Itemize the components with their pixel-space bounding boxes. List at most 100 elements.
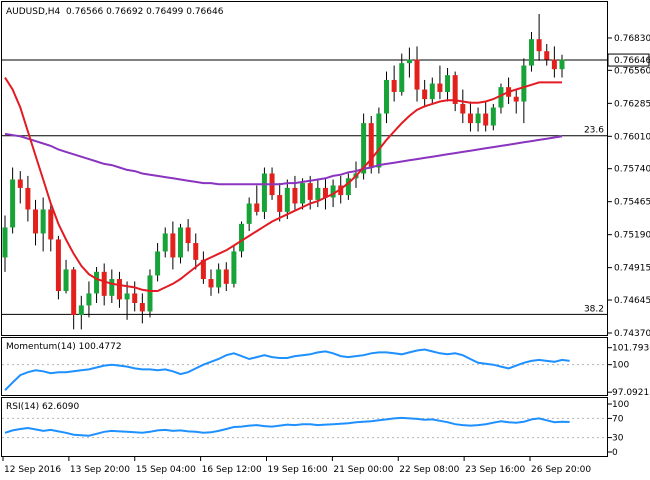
chart-symbol: AUDUSD,H4 <box>6 7 61 17</box>
time-axis-label-1: 13 Sep 20:00 <box>70 465 130 475</box>
x-axis: 12 Sep 2016 13 Sep 20:00 15 Sep 04:00 16 Se… <box>2 456 591 475</box>
candle-bear[interactable] <box>368 123 374 168</box>
candle-bear[interactable] <box>185 227 191 244</box>
momentum-line <box>4 348 570 391</box>
candle-bear[interactable] <box>437 83 443 92</box>
candle-bear[interactable] <box>414 59 420 90</box>
candle-bear[interactable] <box>391 79 397 92</box>
candle-bear[interactable] <box>467 113 473 124</box>
rsi-label: RSI(14) 62.6090 <box>6 402 79 412</box>
candle-bull[interactable] <box>94 271 100 294</box>
candle-bear[interactable] <box>101 271 107 296</box>
candle-bull[interactable] <box>521 65 527 102</box>
current-price-label: 0.76646 <box>614 56 650 66</box>
candle-bull[interactable] <box>315 187 321 200</box>
candle-bull[interactable] <box>376 113 382 168</box>
price-axis-label-8: 0.74645 <box>614 296 650 306</box>
time-axis-label-7: 23 Sep 16:00 <box>465 465 525 475</box>
candle-bull[interactable] <box>86 293 92 306</box>
candle-bull[interactable] <box>406 59 412 64</box>
candle-bear[interactable] <box>132 293 138 304</box>
candle-bull[interactable] <box>284 187 290 212</box>
candle-bull[interactable] <box>429 83 435 100</box>
candle-bear[interactable] <box>223 269 229 284</box>
candle-bear[interactable] <box>338 185 344 196</box>
price-axis-label-7: 0.74915 <box>614 264 650 274</box>
candle-bear[interactable] <box>170 233 176 258</box>
rsi-panel[interactable]: 100 70 30 0 <box>2 400 629 458</box>
rsi-axis-label-0: 100 <box>612 400 629 410</box>
candle-bull[interactable] <box>361 123 367 174</box>
rsi-axis-label-1: 70 <box>612 414 624 424</box>
candle-bear[interactable] <box>536 39 542 52</box>
momentum-axis-label-2: 97.0921 <box>612 388 649 398</box>
time-axis-label-4: 19 Sep 16:00 <box>268 465 328 475</box>
candle-bear[interactable] <box>33 209 39 234</box>
candle-bull[interactable] <box>2 227 8 258</box>
current-price-tag <box>607 53 650 67</box>
sma-slow-line <box>4 132 563 186</box>
candle-bull[interactable] <box>246 203 252 224</box>
candle-bear[interactable] <box>17 179 23 188</box>
time-axis-label-8: 26 Sep 20:00 <box>531 465 591 475</box>
price-panel-frame <box>1 1 608 336</box>
candle-bear[interactable] <box>208 279 214 288</box>
candle-bull[interactable] <box>231 251 237 284</box>
candle-bull[interactable] <box>147 275 153 312</box>
momentum-panel[interactable]: 101.7936 100 97.0921 <box>2 344 650 398</box>
candle-bull[interactable] <box>239 223 245 252</box>
candle-bull[interactable] <box>475 113 481 124</box>
candle-bear[interactable] <box>55 239 61 292</box>
candle-bear[interactable] <box>254 203 260 212</box>
candle-bear[interactable] <box>48 209 54 240</box>
chart-ohlc: 0.76566 0.76692 0.76499 0.76646 <box>66 7 224 17</box>
price-axis-label-5: 0.75465 <box>614 198 650 208</box>
candle-bear[interactable] <box>551 59 557 70</box>
candle-bear[interactable] <box>544 51 550 60</box>
candle-bull[interactable] <box>498 87 504 108</box>
candle-bull[interactable] <box>177 227 183 258</box>
candle-bull[interactable] <box>124 293 130 300</box>
candle-bear[interactable] <box>452 75 458 104</box>
price-axis-label-9: 0.74370 <box>614 329 650 339</box>
candle-bull[interactable] <box>10 179 16 228</box>
candle-bull[interactable] <box>528 39 534 66</box>
fib-level-label-1: 38.2 <box>584 304 604 314</box>
candle-bear[interactable] <box>200 259 206 280</box>
candle-bear[interactable] <box>193 243 199 260</box>
candle-bull[interactable] <box>109 279 115 296</box>
candle-bull[interactable] <box>445 75 451 92</box>
candle-bear[interactable] <box>322 187 328 198</box>
candle-bull[interactable] <box>261 173 267 212</box>
candle-bear[interactable] <box>71 269 77 316</box>
price-panel[interactable]: 0.76830 0.76560 0.76285 0.76010 0.75740 0.754… <box>2 13 650 339</box>
candle-bull[interactable] <box>40 209 46 234</box>
candle-bull[interactable] <box>384 79 390 114</box>
candle-bear[interactable] <box>422 89 428 100</box>
candle-bear[interactable] <box>116 279 122 300</box>
candle-bull[interactable] <box>345 178 351 196</box>
candle-bull[interactable] <box>216 269 222 288</box>
candle-bull[interactable] <box>490 107 496 126</box>
momentum-label: Momentum(14) 100.4772 <box>6 342 122 352</box>
candle-bear[interactable] <box>277 195 283 212</box>
candle-bear[interactable] <box>292 187 298 204</box>
candle-bear[interactable] <box>483 113 489 126</box>
candle-bull[interactable] <box>78 305 84 316</box>
candle-bull[interactable] <box>330 185 336 198</box>
price-axis-label-3: 0.76010 <box>614 132 650 142</box>
candle-bear[interactable] <box>513 96 519 102</box>
time-axis-label-2: 15 Sep 04:00 <box>136 465 196 475</box>
candle-bull[interactable] <box>155 251 161 276</box>
candle-bull[interactable] <box>162 233 168 252</box>
candle-bear[interactable] <box>139 303 145 312</box>
candle-bull[interactable] <box>63 269 69 292</box>
candle-bear[interactable] <box>460 103 466 114</box>
candle-bear[interactable] <box>307 183 313 200</box>
candle-bear[interactable] <box>25 187 31 210</box>
candle-bull[interactable] <box>300 183 306 204</box>
price-axis-label-2: 0.76285 <box>614 99 650 109</box>
candle-bull[interactable] <box>399 63 405 92</box>
candle-bull[interactable] <box>559 59 565 70</box>
